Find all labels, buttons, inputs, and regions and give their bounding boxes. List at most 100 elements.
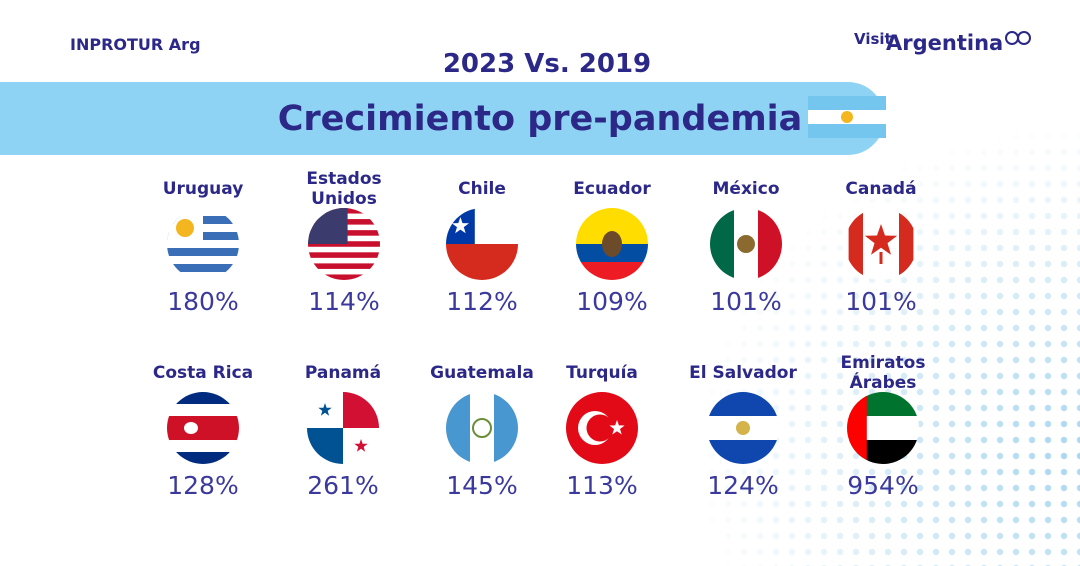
country-item: Chile 112%	[446, 179, 518, 316]
brand-name: Argentina	[886, 31, 1003, 55]
growth-value: 954%	[847, 471, 918, 500]
flag	[845, 208, 917, 280]
flag-stripe	[167, 240, 239, 249]
flag	[308, 208, 380, 280]
flag-hoist	[847, 392, 867, 464]
country-item: Emiratos Árabes 954%	[841, 353, 926, 500]
title-band	[0, 82, 885, 155]
country-name: Costa Rica	[153, 363, 253, 383]
flag-star	[354, 439, 368, 452]
country-item: El Salvador 124%	[689, 363, 797, 500]
flag-quarter	[307, 428, 343, 464]
flag-stripe	[308, 274, 380, 280]
country-name: Guatemala	[430, 363, 534, 383]
country-item: México 101%	[710, 179, 782, 316]
country-item: Canadá 101%	[845, 179, 917, 316]
flag	[707, 392, 779, 464]
flag	[167, 208, 239, 280]
flag-star	[609, 420, 625, 435]
flag-quarter	[343, 392, 379, 428]
growth-value: 114%	[308, 287, 379, 316]
growth-value: 145%	[446, 471, 517, 500]
flag-stripe	[845, 208, 850, 280]
flag-emblem	[737, 235, 755, 253]
flag-star	[318, 403, 332, 416]
country-item: Estados Unidos 114%	[306, 169, 381, 316]
flag-stripe	[308, 268, 380, 275]
argentina-flag	[808, 96, 886, 138]
flag	[847, 392, 919, 464]
growth-value: 261%	[307, 471, 378, 500]
flag-stripe	[167, 264, 239, 273]
country-name: Emiratos Árabes	[841, 353, 926, 393]
title: Crecimiento pre-pandemia	[278, 99, 803, 139]
brand: Visit Argentina	[854, 30, 1031, 55]
growth-value: 109%	[576, 287, 647, 316]
flag-stripe	[167, 248, 239, 257]
flag-sun	[841, 111, 853, 123]
growth-value: 113%	[566, 471, 637, 500]
flag-stripe	[308, 252, 380, 259]
country-name: El Salvador	[689, 363, 797, 383]
flag-stripe	[167, 452, 239, 464]
flag-stripe	[167, 428, 239, 441]
flag-stem	[879, 252, 883, 264]
growth-value: 112%	[446, 287, 517, 316]
growth-value: 101%	[710, 287, 781, 316]
flag-stripe	[308, 241, 380, 248]
flag-stripe	[899, 208, 914, 280]
flag-stripe	[446, 392, 471, 464]
flag-emblem	[602, 231, 622, 257]
growth-value: 180%	[167, 287, 238, 316]
flag-emblem	[472, 418, 492, 438]
flag	[566, 392, 638, 464]
flag-emblem	[736, 421, 750, 435]
growth-value: 101%	[845, 287, 916, 316]
country-item: Uruguay 180%	[163, 179, 244, 316]
subtitle: 2023 Vs. 2019	[443, 49, 651, 79]
name-line: Árabes	[850, 371, 917, 393]
brand-icon	[1017, 31, 1031, 45]
flag-stripe	[167, 404, 239, 417]
flag-stripe	[913, 208, 917, 280]
flag-stripe	[167, 392, 239, 405]
flag-stripe	[308, 257, 380, 264]
country-item: Turquía 113%	[566, 363, 638, 500]
flag-star	[451, 217, 469, 234]
country-name: Estados Unidos	[306, 169, 381, 209]
growth-value: 124%	[707, 471, 778, 500]
country-name: Chile	[458, 179, 506, 199]
brand-visit: Visit	[854, 30, 892, 48]
flag-stripe	[167, 272, 239, 280]
name-line: Unidos	[311, 189, 377, 209]
flag-stripe	[308, 246, 380, 253]
country-name: Turquía	[566, 363, 638, 383]
country-name: Panamá	[305, 363, 381, 383]
flag	[167, 392, 239, 464]
flag-canton	[308, 208, 348, 244]
flag-crescent	[586, 414, 614, 442]
name-line: Emiratos	[841, 353, 926, 373]
country-name: Uruguay	[163, 179, 244, 199]
flag	[710, 208, 782, 280]
flag-stripe	[167, 256, 239, 265]
name-line: Estados	[306, 169, 381, 189]
country-name: Ecuador	[573, 179, 651, 199]
flag-stripe	[808, 124, 886, 138]
flag-stripe	[848, 208, 864, 280]
flag-stripe	[446, 244, 518, 280]
org-label: INPROTUR Arg	[70, 35, 201, 54]
country-name: México	[713, 179, 780, 199]
brand-icon	[1005, 31, 1019, 45]
growth-value: 128%	[167, 471, 238, 500]
flag-stripe	[167, 416, 239, 429]
country-item: Guatemala 145%	[430, 363, 534, 500]
flag-star	[864, 224, 898, 255]
flag	[307, 392, 379, 464]
flag-stripe	[167, 440, 239, 453]
flag-emblem	[184, 422, 198, 434]
flag-sun	[176, 219, 194, 237]
country-item: Costa Rica 128%	[153, 363, 253, 500]
country-name: Canadá	[845, 179, 916, 199]
